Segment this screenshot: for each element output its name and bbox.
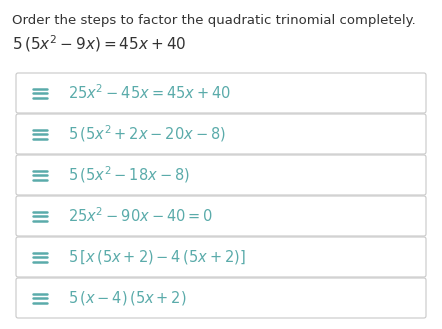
- Text: $5\,[x\,(5x + 2) - 4\,(5x + 2)]$: $5\,[x\,(5x + 2) - 4\,(5x + 2)]$: [68, 248, 246, 266]
- Text: $25x^2 - 90x - 40 = 0$: $25x^2 - 90x - 40 = 0$: [68, 207, 213, 225]
- FancyBboxPatch shape: [16, 155, 426, 195]
- Text: $5\,(x - 4)\,(5x + 2)$: $5\,(x - 4)\,(5x + 2)$: [68, 289, 187, 307]
- Text: Order the steps to factor the quadratic trinomial completely.: Order the steps to factor the quadratic …: [12, 14, 416, 27]
- FancyBboxPatch shape: [16, 278, 426, 318]
- Text: $5\,(5x^2-9x)=45x+40$: $5\,(5x^2-9x)=45x+40$: [12, 33, 187, 54]
- FancyBboxPatch shape: [16, 73, 426, 113]
- FancyBboxPatch shape: [16, 237, 426, 277]
- Text: $25x^2 - 45x = 45x + 40$: $25x^2 - 45x = 45x + 40$: [68, 84, 231, 102]
- FancyBboxPatch shape: [16, 114, 426, 154]
- Text: $5\,(5x^2 - 18x - 8)$: $5\,(5x^2 - 18x - 8)$: [68, 164, 190, 185]
- FancyBboxPatch shape: [16, 196, 426, 236]
- Text: $5\,(5x^2 + 2x - 20x - 8)$: $5\,(5x^2 + 2x - 20x - 8)$: [68, 124, 226, 144]
